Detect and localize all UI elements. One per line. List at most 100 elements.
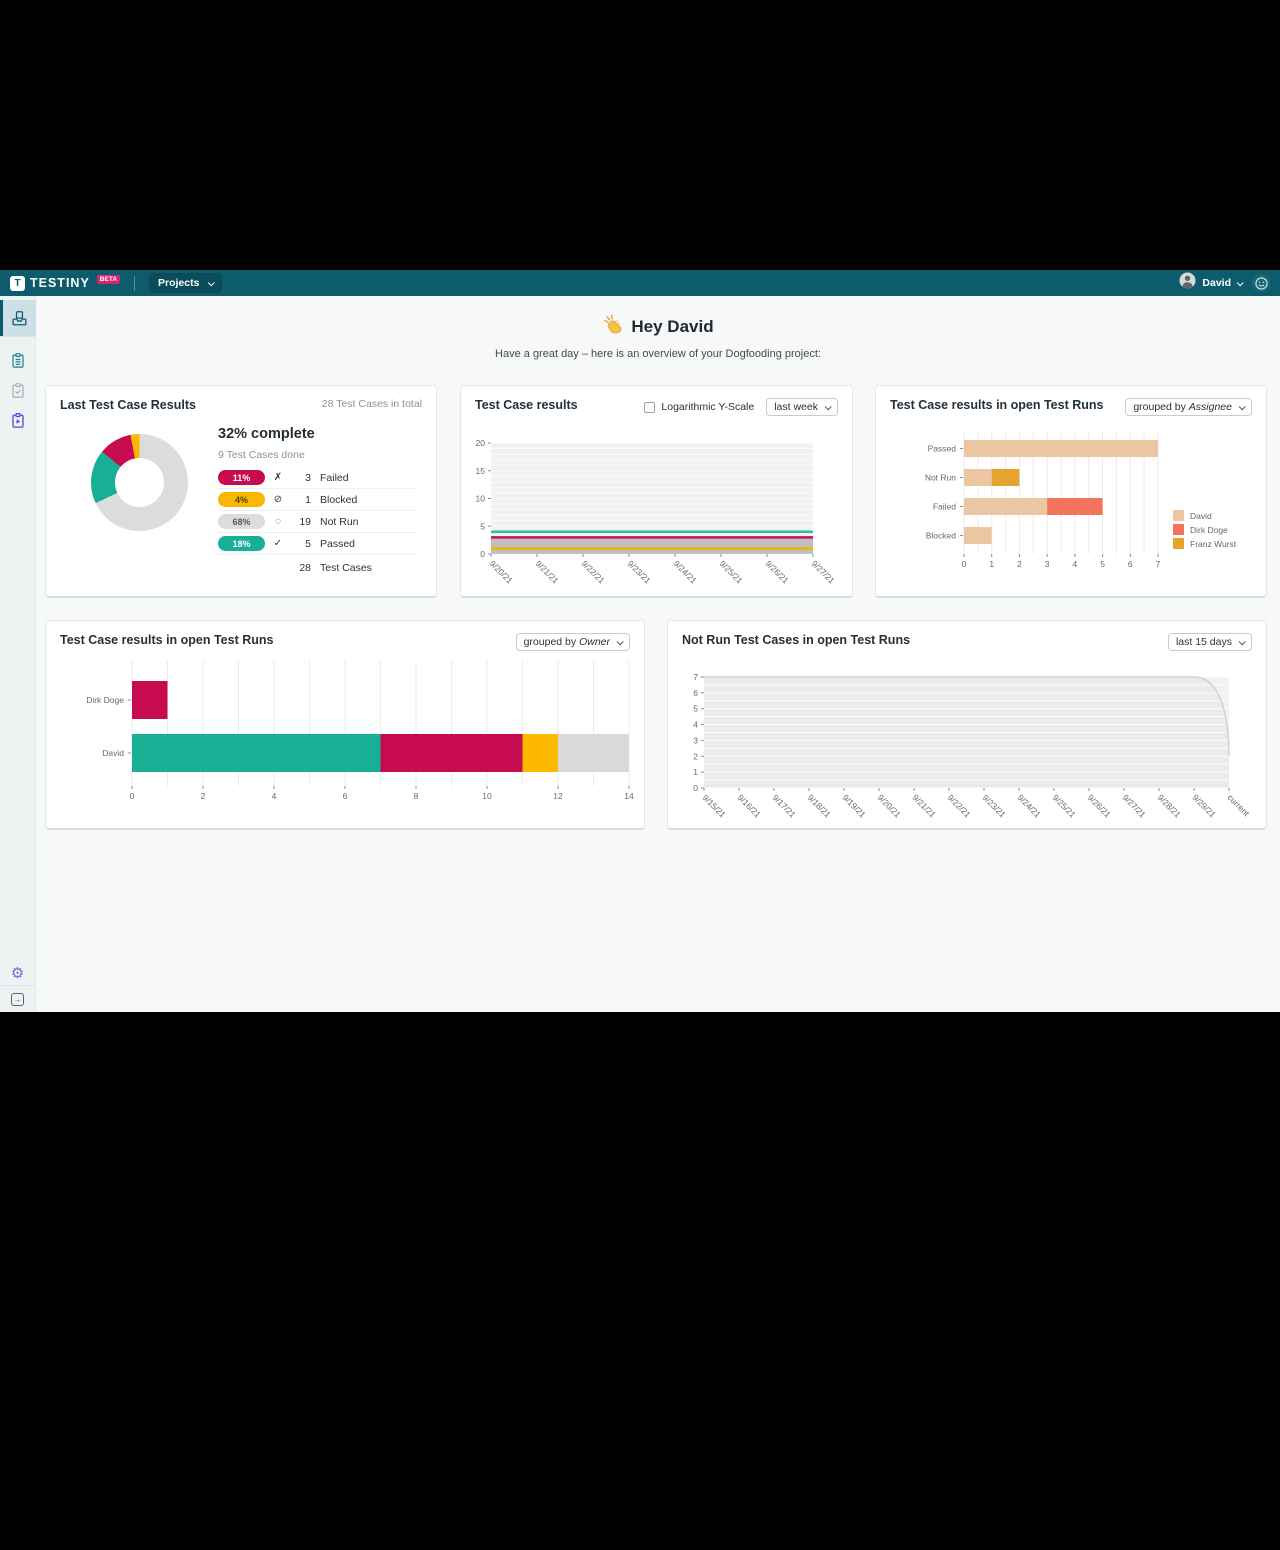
total-note: 28 Test Cases in total	[321, 398, 422, 410]
svg-text:9/23/21: 9/23/21	[981, 792, 1008, 819]
svg-text:0: 0	[962, 559, 967, 569]
svg-text:2: 2	[1017, 559, 1022, 569]
card-open-runs-by-assignee: Test Case results in open Test Runs grou…	[875, 385, 1267, 598]
failed-x-icon: ✗	[273, 472, 283, 483]
test-plans-icon	[11, 382, 24, 398]
total-label: Test Cases	[320, 561, 372, 574]
user-menu[interactable]: David	[1179, 272, 1244, 294]
svg-text:9/15/21: 9/15/21	[701, 792, 728, 819]
svg-text:David: David	[1190, 511, 1212, 521]
left-sidebar: ⚙ →	[0, 296, 36, 1012]
svg-text:14: 14	[624, 791, 634, 801]
results-donut-chart	[90, 434, 188, 531]
passed-check-icon: ✓	[273, 538, 283, 549]
testiny-logo[interactable]: T TESTINY BETA	[10, 274, 121, 291]
chevron-down-icon	[824, 402, 832, 410]
svg-text:Dirk Doge: Dirk Doge	[86, 695, 124, 705]
svg-text:5: 5	[1100, 559, 1105, 569]
user-name: David	[1202, 277, 1231, 289]
svg-text:9/29/21: 9/29/21	[1191, 792, 1218, 819]
svg-text:10: 10	[476, 494, 486, 504]
not-run-pct-pill: 68%	[218, 514, 265, 529]
range-select[interactable]: last 15 days	[1167, 633, 1252, 651]
range-select[interactable]: last week	[766, 398, 838, 416]
test-cases-icon	[11, 352, 24, 368]
svg-text:9/26/21: 9/26/21	[764, 558, 791, 585]
collapse-sidebar-icon[interactable]: →	[11, 993, 24, 1006]
svg-text:0: 0	[130, 791, 135, 801]
projects-button[interactable]: Projects	[149, 273, 223, 293]
chevron-down-icon	[208, 278, 216, 286]
svg-text:1: 1	[693, 767, 698, 777]
svg-text:9/21/21: 9/21/21	[534, 558, 561, 585]
card-title: Test Case results in open Test Runs	[890, 398, 1104, 412]
svg-text:12: 12	[553, 791, 563, 801]
svg-text:9/19/21: 9/19/21	[841, 792, 868, 819]
svg-text:9/25/21: 9/25/21	[718, 558, 745, 585]
failed-count: 3	[305, 471, 311, 484]
svg-text:8: 8	[414, 791, 419, 801]
blocked-label: Blocked	[320, 493, 358, 506]
svg-text:Dirk Doge: Dirk Doge	[1190, 525, 1228, 535]
svg-text:1: 1	[989, 559, 994, 569]
log-scale-checkbox-row: Logarithmic Y-Scale	[644, 401, 754, 413]
legend-row-blocked: 4% ⊘ 1 Blocked	[218, 489, 418, 511]
chevron-down-icon	[1236, 278, 1244, 286]
card-test-case-results: Test Case results Logarithmic Y-Scale la…	[460, 385, 853, 598]
log-scale-checkbox[interactable]	[644, 401, 656, 413]
not-run-circle-icon: ◌	[275, 516, 281, 527]
svg-text:9/20/21: 9/20/21	[876, 792, 903, 819]
svg-text:2: 2	[693, 751, 698, 761]
svg-text:9/23/21: 9/23/21	[626, 558, 653, 585]
sidebar-item-test-cases[interactable]	[0, 345, 36, 375]
results-by-assignee-bar-chart: Passed Not Run Failed Blocked 0 1 2 3 4 5 6 7 David D…	[925, 431, 1237, 569]
svg-text:20: 20	[476, 438, 486, 448]
failed-pct-pill: 11%	[218, 470, 265, 485]
logo-wordmark: TESTINY	[30, 276, 90, 290]
results-by-owner-bar-chart: Dirk Doge David 0 2 4 6 8 10 12 14	[86, 661, 634, 801]
chevron-down-icon	[1238, 637, 1246, 645]
sidebar-item-test-runs[interactable]	[0, 405, 36, 435]
svg-text:4: 4	[693, 720, 698, 730]
card-title: Test Case results in open Test Runs	[60, 633, 274, 647]
logo-icon: T	[10, 275, 25, 291]
settings-gear-icon[interactable]: ⚙	[10, 965, 25, 982]
sidebar-divider	[0, 985, 36, 986]
passed-count: 5	[305, 537, 311, 550]
svg-text:3: 3	[1045, 559, 1050, 569]
svg-text:9/24/21: 9/24/21	[672, 558, 699, 585]
dashboard-icon	[11, 310, 27, 325]
svg-text:6: 6	[343, 791, 348, 801]
svg-text:4: 4	[1072, 559, 1077, 569]
nav-divider	[134, 275, 136, 291]
log-scale-label: Logarithmic Y-Scale	[661, 401, 755, 413]
passed-label: Passed	[320, 537, 356, 550]
app-window: T TESTINY BETA Projects David	[0, 270, 1280, 1012]
feedback-smiley-icon[interactable]	[1252, 274, 1270, 292]
group-by-select[interactable]: grouped by Owner	[515, 633, 630, 651]
svg-text:0: 0	[693, 783, 698, 793]
beta-badge: BETA	[96, 274, 121, 284]
svg-text:9/16/21: 9/16/21	[736, 792, 763, 819]
test-case-results-line-chart: 0 5 10 15 20 9/20/21 9/21/21 9/22/21 9/23/21 9/24…	[476, 438, 837, 586]
card-title: Last Test Case Results	[60, 398, 196, 412]
svg-text:Failed: Failed	[933, 502, 956, 512]
group-by-select[interactable]: grouped by Assignee	[1125, 398, 1252, 416]
done-label: 9 Test Cases done	[218, 449, 305, 461]
svg-text:9/28/21: 9/28/21	[1156, 792, 1183, 819]
svg-text:9/21/21: 9/21/21	[911, 792, 938, 819]
failed-label: Failed	[320, 471, 349, 484]
avatar	[1179, 272, 1196, 294]
svg-text:7: 7	[693, 672, 698, 682]
svg-text:2: 2	[201, 791, 206, 801]
sidebar-item-dashboard[interactable]	[0, 300, 36, 336]
svg-text:6: 6	[1128, 559, 1133, 569]
card-title: Test Case results	[475, 398, 578, 412]
svg-text:6: 6	[693, 688, 698, 698]
svg-text:9/24/21: 9/24/21	[1016, 792, 1043, 819]
legend-row-passed: 18% ✓ 5 Passed	[218, 533, 418, 555]
test-runs-icon	[11, 412, 24, 428]
sidebar-item-test-plans[interactable]	[0, 375, 36, 405]
svg-text:9/22/21: 9/22/21	[946, 792, 973, 819]
svg-text:David: David	[102, 748, 124, 758]
